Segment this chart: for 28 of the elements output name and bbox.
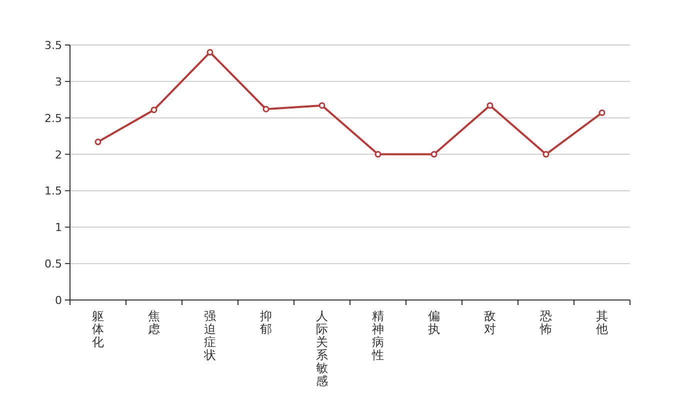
y-tick-label: 1.5 (44, 184, 62, 198)
point (374, 151, 382, 158)
x-tick-label: 焦虑 (148, 309, 160, 336)
y-tick-label: 0 (55, 294, 62, 307)
point (598, 110, 606, 116)
point (318, 102, 326, 109)
x-tick-label: 敌对 (484, 309, 496, 336)
y-tick-label: 3.5 (44, 39, 62, 52)
x-tick-label: 恐怖 (539, 309, 552, 336)
point (150, 106, 158, 114)
y-tick-label: 2 (55, 148, 62, 162)
point (542, 151, 550, 158)
point (486, 102, 494, 109)
x-tick-label: 精神病性 (371, 309, 384, 362)
point (94, 138, 102, 146)
y-tick-label: 2.5 (44, 112, 62, 125)
x-tick-label: 躯体化 (92, 309, 104, 349)
y-tick-label: 1 (55, 221, 62, 234)
y-tick-label: 3 (55, 75, 62, 88)
x-tick-label: 偏执 (428, 309, 440, 336)
x-tick-label: 其他 (596, 309, 608, 336)
y-tick-label: 0.5 (44, 258, 62, 271)
point (262, 106, 270, 112)
point (206, 49, 214, 56)
point (430, 151, 438, 158)
x-tick-label: 抑郁 (260, 309, 272, 336)
x-tick-label: 强迫症状 (203, 309, 216, 362)
x-tick-label: 人际关系敏感 (316, 309, 328, 388)
